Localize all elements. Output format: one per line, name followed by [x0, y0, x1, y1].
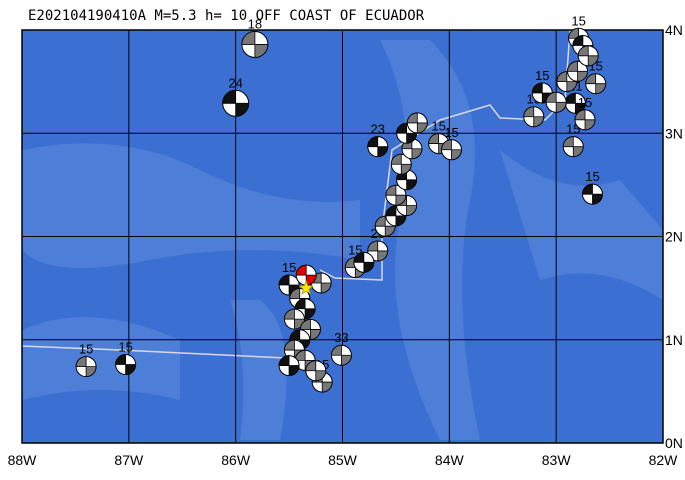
focal-mechanism — [295, 264, 317, 286]
depth-label: 18 — [248, 16, 262, 31]
depth-label: 15 — [431, 119, 445, 134]
beachball-quadrant — [562, 136, 584, 158]
beachball-quadrant — [331, 344, 352, 366]
depth-label: 15 — [578, 95, 592, 110]
focal-mechanism — [577, 45, 599, 67]
depth-label: 24 — [228, 75, 242, 90]
lon-tick-label: 84W — [435, 452, 465, 468]
focal-mechanism — [385, 184, 407, 206]
focal-mechanism — [75, 356, 97, 378]
beachball-quadrant — [523, 106, 545, 128]
beachball-quadrant — [582, 183, 603, 205]
depth-label: 15 — [118, 340, 132, 355]
lat-tick-label: 0N — [665, 435, 683, 451]
focal-mechanism — [585, 73, 607, 95]
focal-mechanism — [294, 298, 316, 320]
lat-tick-label: 4N — [665, 22, 683, 38]
beachball-quadrant — [385, 184, 407, 206]
depth-label: 15 — [79, 342, 93, 357]
beachball-quadrant — [353, 251, 375, 273]
focal-mechanism — [406, 112, 428, 134]
focal-mechanism — [278, 355, 300, 377]
lon-tick-label: 83W — [542, 452, 572, 468]
focal-mechanism — [567, 60, 589, 82]
beachball-quadrant — [278, 355, 300, 376]
focal-mechanism — [222, 89, 250, 117]
beachball-quadrant — [577, 45, 599, 67]
lon-tick-label: 86W — [221, 452, 251, 468]
depth-label: 15 — [282, 260, 296, 275]
focal-mechanism — [581, 183, 603, 205]
beachball-quadrant — [406, 112, 428, 134]
focal-mechanism — [330, 344, 352, 366]
depth-label: 23 — [371, 122, 385, 137]
depth-label: 33 — [334, 330, 348, 345]
map-frame — [21, 29, 664, 444]
focal-mechanism — [305, 360, 327, 382]
plate-boundary — [319, 29, 571, 281]
beachball-quadrant — [305, 360, 327, 382]
beachball-quadrant — [367, 136, 389, 158]
depth-label: 15 — [571, 13, 585, 28]
beachball-quadrant — [441, 139, 462, 161]
focal-mechanism — [353, 251, 375, 273]
beachball-quadrant — [585, 73, 607, 95]
beachball-quadrant — [222, 89, 250, 117]
beachball-quadrant — [390, 153, 412, 175]
depth-label: 15 — [444, 125, 458, 140]
lat-tick-label: 2N — [665, 229, 683, 245]
focal-mechanism — [562, 136, 584, 158]
focal-mechanism — [241, 30, 269, 58]
focal-mechanism — [367, 136, 389, 158]
beachball-quadrant — [241, 31, 269, 58]
lon-tick-label: 87W — [114, 452, 144, 468]
focal-mechanism — [367, 240, 389, 262]
focal-mechanism — [545, 91, 567, 113]
lon-tick-label: 82W — [649, 452, 679, 468]
lon-tick-label: 88W — [8, 452, 38, 468]
focal-mechanism — [390, 153, 412, 175]
lat-tick-label: 1N — [665, 332, 683, 348]
beachball-quadrant — [75, 356, 97, 377]
map-title: E202104190410A M=5.3 h= 10 OFF COAST OF … — [28, 8, 425, 24]
lon-tick-label: 85W — [328, 452, 358, 468]
focal-mechanism — [440, 139, 462, 161]
focal-mechanism — [283, 308, 305, 330]
beachball-quadrant — [574, 109, 596, 131]
focal-mechanism — [574, 109, 596, 131]
epicenter-star — [298, 279, 314, 295]
focal-mechanism — [523, 106, 545, 128]
beachball-quadrant — [367, 240, 389, 262]
focal-mechanism — [115, 354, 137, 376]
lat-tick-label: 3N — [665, 125, 683, 141]
depth-label: 15 — [535, 68, 549, 83]
beachball-quadrant — [115, 354, 137, 375]
beachball-quadrant — [545, 91, 567, 113]
depth-label: 15 — [585, 169, 599, 184]
beachball-quadrant — [567, 60, 588, 82]
focal-mechanism — [564, 92, 586, 114]
